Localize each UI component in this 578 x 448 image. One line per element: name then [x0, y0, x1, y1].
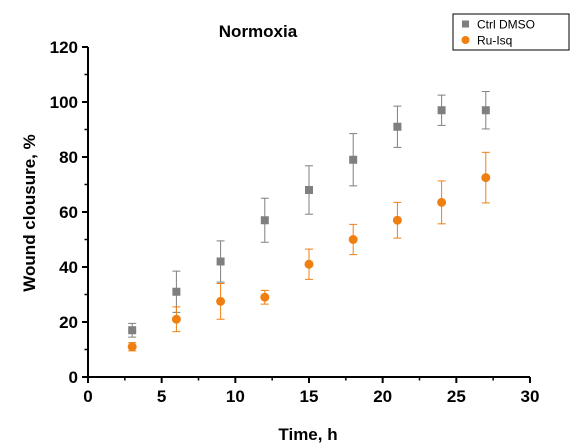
- x-tick-label: 5: [157, 387, 166, 406]
- plot-area: 0 5 10 15 20 25 30 0 20 40 60 80 100 120: [50, 38, 540, 406]
- legend-box: [452, 13, 570, 51]
- data-point: [216, 257, 225, 266]
- x-tick-label: 0: [83, 387, 92, 406]
- data-point: [216, 296, 226, 306]
- y-tick-label: 80: [59, 148, 78, 167]
- legend: Ctrl DMSO Ru-Isq: [452, 13, 570, 51]
- y-tick-label: 60: [59, 203, 78, 222]
- data-point: [260, 292, 270, 302]
- y-axis-label: Wound clousure, %: [20, 134, 39, 291]
- y-tick-label: 0: [69, 368, 78, 387]
- series-ctrl-dmso: [128, 91, 490, 338]
- x-tick-label: 10: [226, 387, 245, 406]
- data-point: [128, 326, 137, 335]
- data-point: [172, 287, 181, 296]
- y-tick-label: 40: [59, 258, 78, 277]
- data-point: [437, 106, 446, 115]
- x-tick-label: 30: [521, 387, 540, 406]
- legend-label: Ctrl DMSO: [477, 18, 535, 32]
- legend-label: Ru-Isq: [477, 34, 512, 48]
- y-tick-label: 100: [50, 93, 78, 112]
- data-point: [260, 216, 269, 225]
- chart-title: Normoxia: [219, 22, 298, 41]
- data-point: [304, 259, 314, 269]
- legend-swatch: [461, 36, 470, 44]
- x-axis-label: Time, h: [278, 425, 337, 444]
- data-point: [305, 186, 313, 194]
- data-point: [127, 342, 137, 352]
- data-point: [171, 314, 181, 324]
- y-tick-label: 20: [59, 313, 78, 332]
- series-ru-isq: [127, 151, 491, 352]
- data-point: [349, 155, 358, 164]
- data-point: [481, 106, 490, 115]
- x-tick-label: 20: [373, 387, 392, 406]
- x-tick-label: 25: [447, 387, 466, 406]
- data-point: [393, 122, 402, 131]
- data-point: [348, 235, 358, 244]
- x-tick-label: 15: [300, 387, 319, 406]
- legend-swatch: [462, 20, 469, 28]
- data-point: [481, 173, 491, 183]
- y-tick-label: 120: [50, 38, 78, 57]
- data-point: [437, 197, 447, 207]
- data-point: [392, 215, 402, 225]
